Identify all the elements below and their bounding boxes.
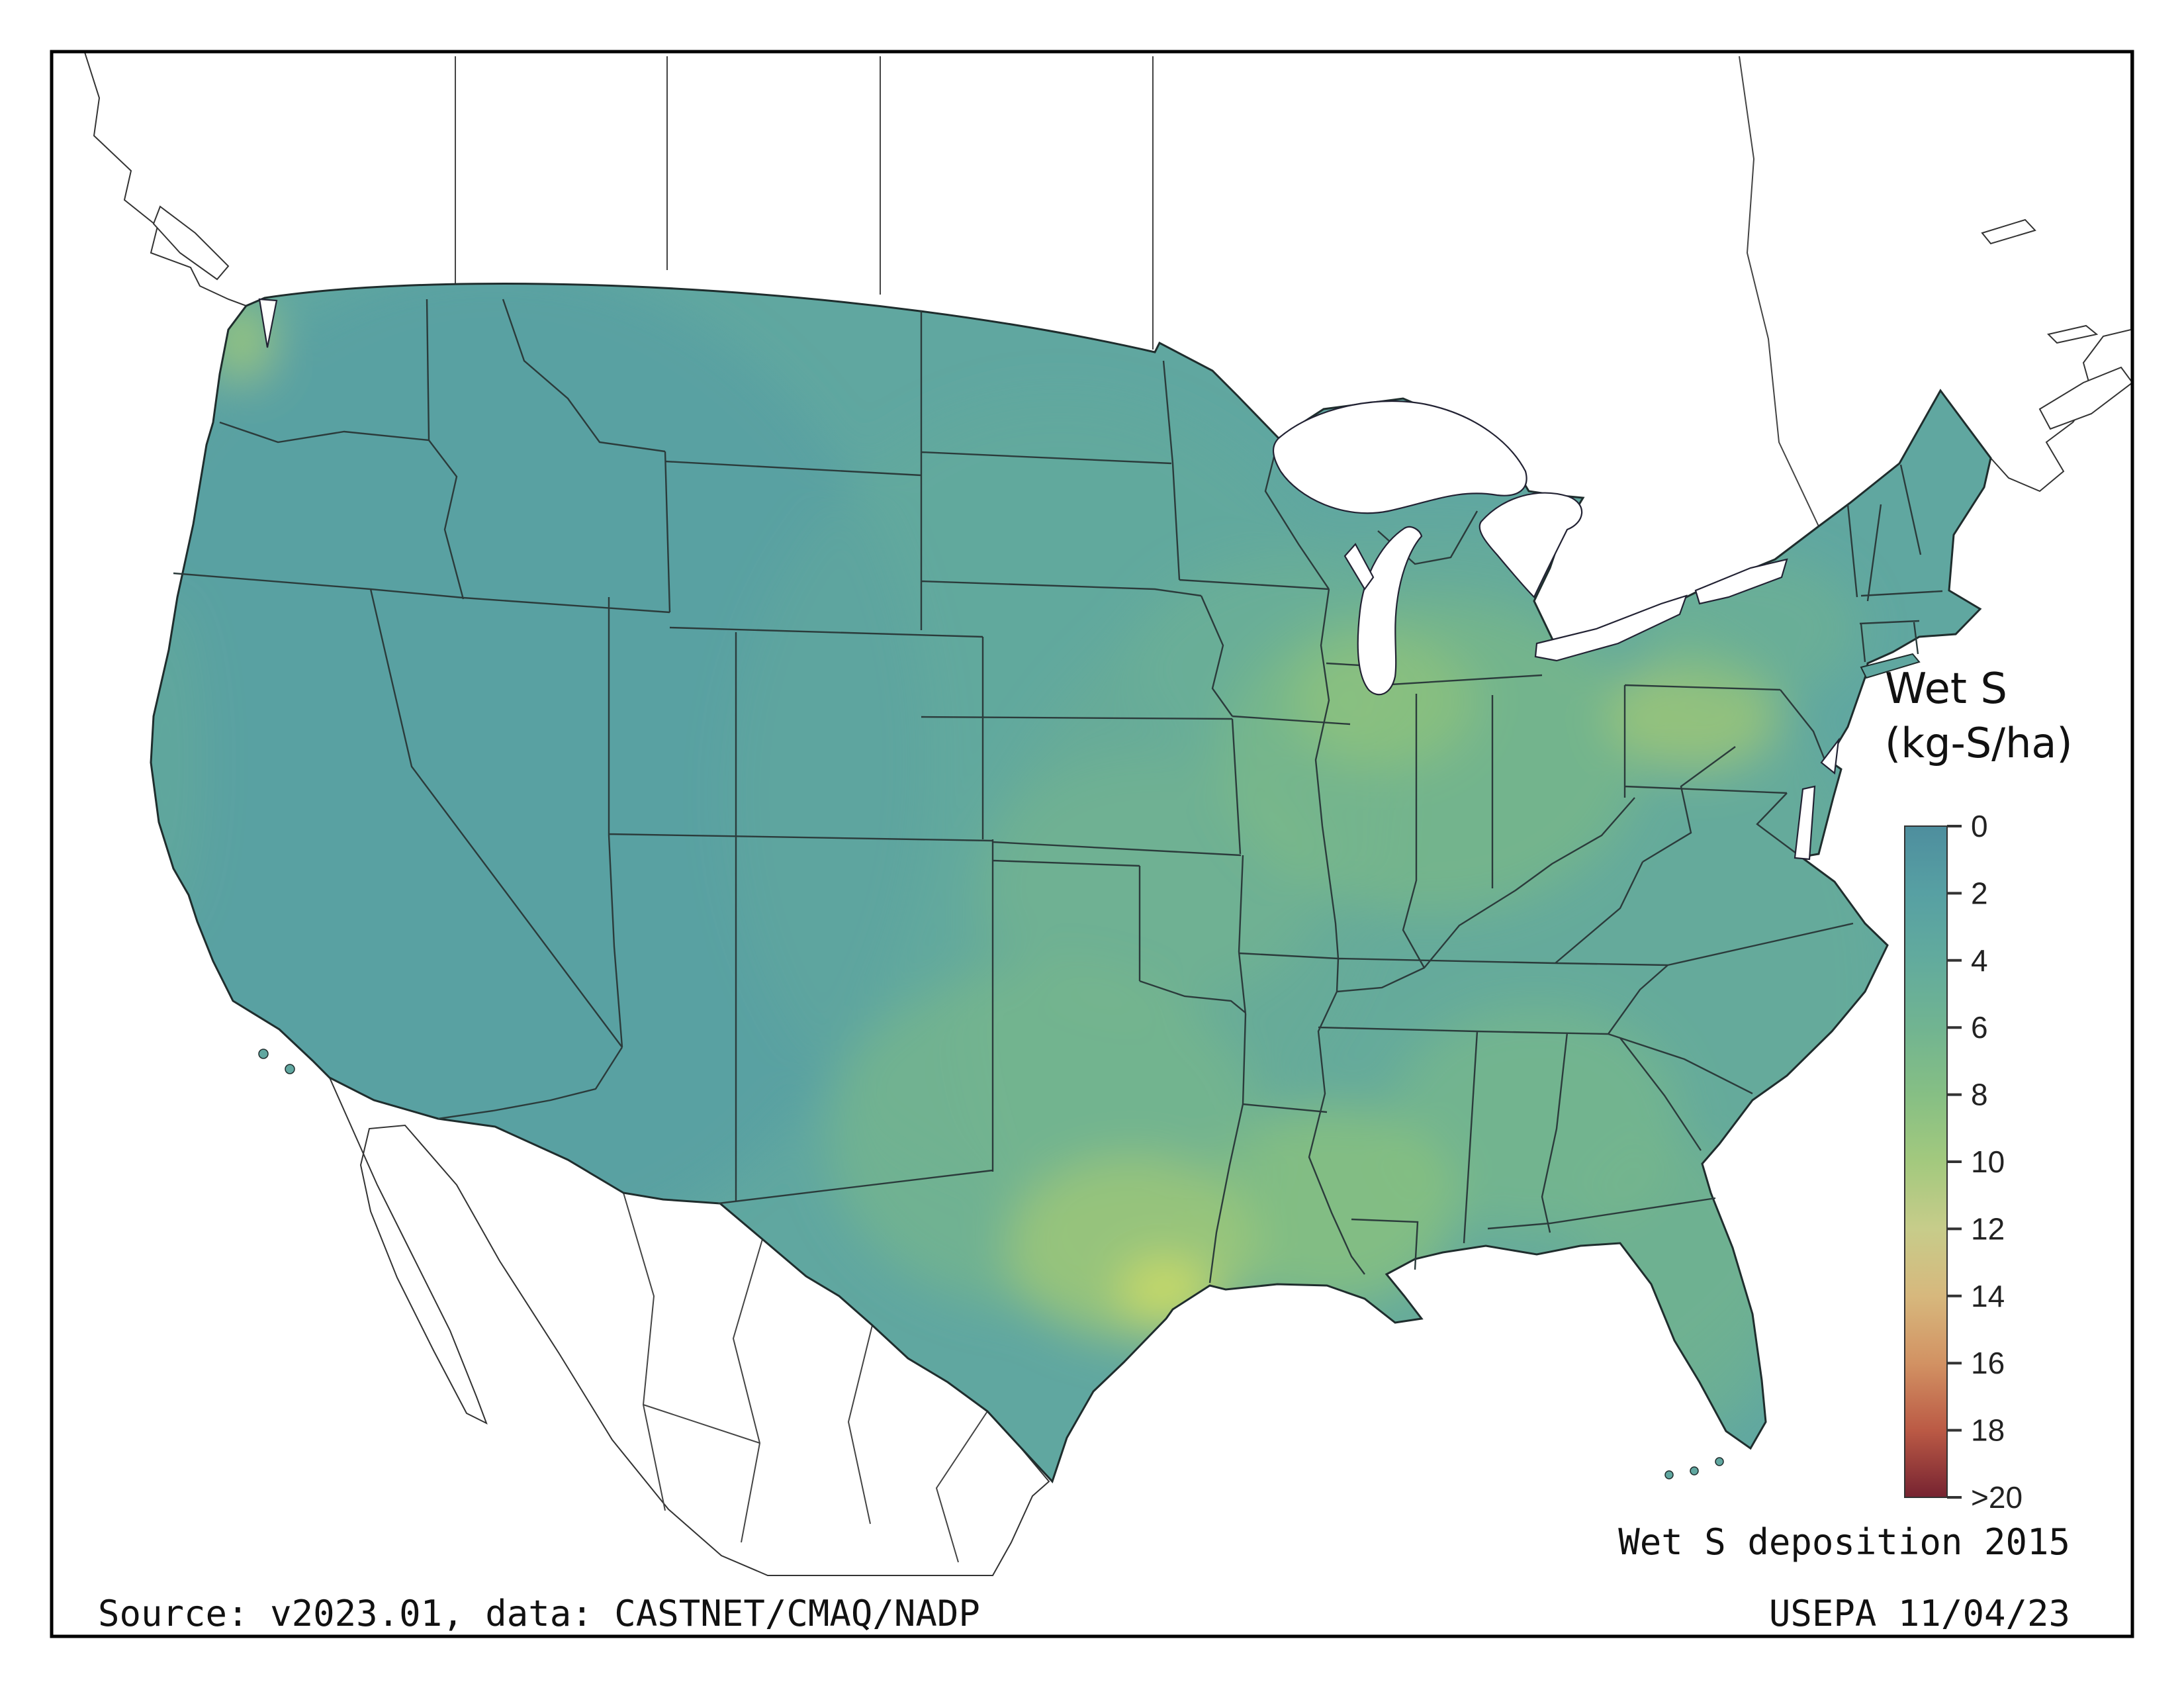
colorbar-tick-label: 14 (1971, 1279, 2005, 1313)
channel-island (285, 1064, 295, 1074)
colorbar-gradient-bar (1905, 826, 1947, 1497)
source-note: Source: v2023.01, data: CASTNET/CMAQ/NAD… (98, 1593, 980, 1634)
colorbar-tick-label: >20 (1971, 1480, 2023, 1515)
florida-key (1690, 1467, 1698, 1475)
map-title: Wet S deposition 2015 (1618, 1521, 2070, 1563)
florida-key (1715, 1458, 1723, 1466)
colorbar-tick-label: 10 (1971, 1145, 2005, 1179)
wet-s-deposition-figure: Wet S (kg-S/ha) 0 2 4 6 8 10 12 14 16 18 >20 Wet S… (0, 0, 2184, 1688)
legend-title: Wet S (1885, 665, 2007, 714)
colorbar-tick-label: 2 (1971, 876, 1988, 910)
channel-island (259, 1049, 268, 1058)
florida-key (1665, 1471, 1673, 1479)
colorbar-tick-label: 8 (1971, 1078, 1988, 1112)
colorbar-tick-label: 12 (1971, 1211, 2005, 1246)
colorbar-tick-label: 4 (1971, 943, 1988, 978)
colorbar-tick-label: 6 (1971, 1010, 1988, 1045)
agency-date: USEPA 11/04/23 (1769, 1593, 2070, 1634)
legend-units: (kg-S/ha) (1885, 719, 2073, 767)
colorbar-tick-label: 18 (1971, 1413, 2005, 1448)
colorbar-tick-label: 0 (1971, 809, 1988, 843)
colorbar-tick-label: 16 (1971, 1346, 2005, 1380)
